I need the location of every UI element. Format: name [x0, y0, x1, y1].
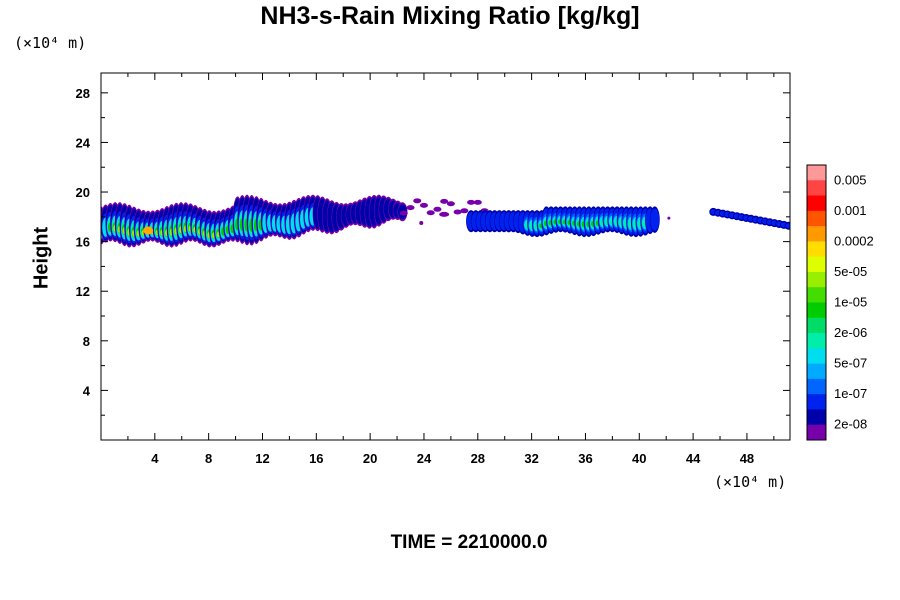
colorbar-swatch — [807, 317, 826, 334]
colorbar-swatch — [807, 195, 826, 212]
x-tick-label: 24 — [417, 451, 432, 466]
colorbar-swatch — [807, 271, 826, 288]
chart-title: NH3-s-Rain Mixing Ratio [kg/kg] — [260, 2, 640, 30]
colorbar: 0.005 0.001 0.0002 5e-05 1e-05 2e-06 5e-07 1e-0… — [806, 164, 874, 441]
colorbar-label: 1e-05 — [834, 295, 867, 310]
heatmap-cell-r2 — [446, 201, 455, 207]
heatmap-cell-r4 — [785, 223, 790, 229]
colorbar-swatch — [807, 424, 826, 441]
heatmap-field — [101, 194, 790, 248]
heatmap-cell-r2 — [413, 198, 422, 204]
colorbar-label: 5e-07 — [834, 356, 867, 371]
heatmap-cell-r3 — [650, 208, 660, 231]
heatmap-cell-r2 — [433, 206, 442, 212]
colorbar-swatch — [807, 165, 826, 181]
heatmap-cell-r2 — [426, 210, 435, 216]
y-tick-label: 28 — [76, 86, 90, 101]
colorbar-swatch — [807, 210, 826, 227]
colorbar-label: 2e-08 — [834, 417, 867, 432]
plot-frame — [100, 72, 791, 441]
x-tick-label: 36 — [578, 451, 592, 466]
y-tick-label: 4 — [83, 383, 91, 398]
y-tick-label: 8 — [83, 334, 90, 349]
colorbar-swatch — [807, 378, 826, 395]
heatmap-cell-r2 — [419, 202, 428, 208]
colorbar-label: 1e-07 — [834, 386, 867, 401]
colorbar-label: 0.0002 — [834, 233, 874, 248]
x-tick-label: 44 — [686, 451, 701, 466]
colorbar-swatch — [807, 287, 826, 303]
colorbar-swatch — [807, 363, 826, 380]
y-tick-label: 16 — [76, 235, 90, 250]
colorbar-swatch — [807, 302, 826, 319]
heatmap-cell-r2 — [440, 198, 449, 204]
colorbar-frame — [806, 164, 827, 441]
y-tick-label: 24 — [76, 135, 91, 150]
x-tick-label: 12 — [255, 451, 269, 466]
time-label: TIME = 2210000.0 — [390, 532, 548, 553]
heatmap-cell-r2 — [406, 205, 415, 211]
colorbar-label: 0.001 — [834, 203, 867, 218]
colorbar-swatch — [807, 256, 826, 273]
x-axis-unit: (×10⁴ m) — [714, 473, 787, 491]
x-tick-label: 48 — [740, 451, 754, 466]
heatmap-cell-r2 — [419, 221, 424, 226]
colorbar-swatch — [807, 226, 826, 242]
colorbar-label: 5e-05 — [834, 264, 867, 279]
x-tick-label: 28 — [471, 451, 485, 466]
heatmap-cell-r2 — [399, 210, 408, 216]
heatmap-cell-r2 — [460, 208, 469, 214]
colorbar-swatch — [807, 180, 826, 197]
heatmap-cell-r2 — [467, 199, 476, 205]
colorbar-swatch — [807, 409, 826, 426]
heatmap-peak — [143, 226, 154, 235]
heatmap-cell-r4 — [667, 216, 671, 220]
heatmap-cell-r2 — [453, 209, 462, 215]
colorbar-swatch — [807, 348, 826, 365]
plot-area — [101, 73, 790, 440]
colorbar-label: 2e-06 — [834, 325, 867, 340]
x-tick-label: 8 — [205, 451, 212, 466]
colorbar-swatch — [807, 394, 826, 410]
colorbar-swatch — [807, 241, 826, 258]
colorbar-label: 0.005 — [834, 172, 867, 187]
heatmap-cell-r2 — [473, 199, 482, 205]
x-tick-label: 20 — [363, 451, 377, 466]
y-axis-unit: (×10⁴ m) — [14, 34, 87, 52]
x-tick-label: 40 — [632, 451, 646, 466]
heatmap-cell-r2 — [439, 211, 450, 217]
x-tick-label: 32 — [524, 451, 538, 466]
y-tick-label: 12 — [76, 284, 90, 299]
x-tick-label: 4 — [151, 451, 159, 466]
x-tick-label: 16 — [309, 451, 323, 466]
colorbar-swatch — [807, 333, 826, 349]
y-tick-label: 20 — [76, 185, 90, 200]
